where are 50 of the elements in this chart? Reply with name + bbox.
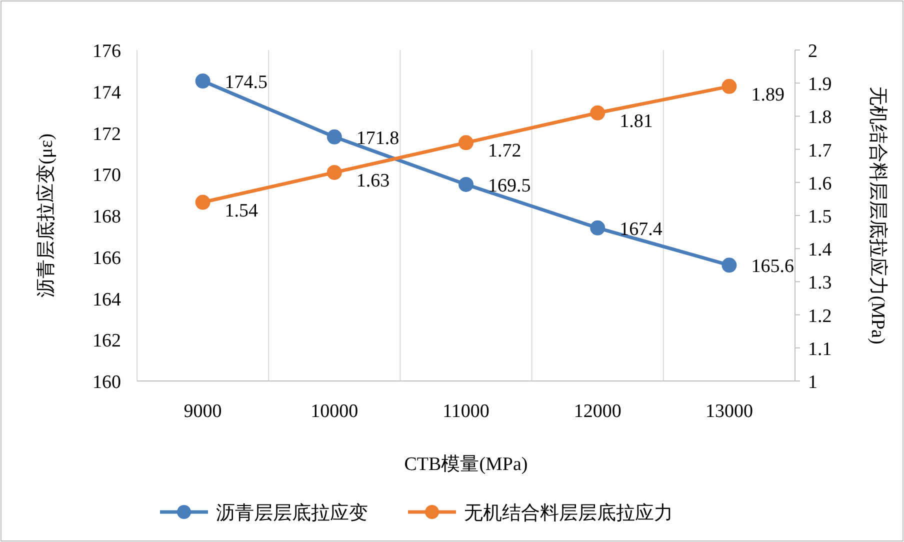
y-tick-label: 166 [92, 248, 121, 269]
point [590, 220, 606, 236]
legend-label: 沥青层层底拉应变 [216, 502, 368, 524]
x-tick-label: 11000 [442, 401, 490, 422]
y2-tick-label: 1.3 [808, 272, 832, 294]
data-label: 1.54 [224, 200, 259, 222]
y2-tick-label: 1.5 [808, 206, 832, 228]
y2-tick-label: 1 [808, 372, 818, 393]
y2-tick-label: 1.1 [808, 338, 832, 360]
x-tick-label: 9000 [184, 401, 222, 422]
y-tick-label: 176 [92, 41, 121, 62]
y2-tick-label: 1.2 [808, 306, 832, 327]
data-label: 169.5 [488, 175, 531, 196]
data-label: 167.4 [620, 218, 663, 240]
y2-tick-label: 1.7 [808, 140, 832, 162]
y2-tick-label: 1.6 [808, 173, 832, 194]
y2-tick-label: 2 [808, 41, 818, 62]
y2-tick-label: 1.9 [808, 74, 832, 96]
y-tick-label: 170 [92, 165, 121, 186]
data-label: 1.72 [488, 140, 522, 162]
y-tick-label: 168 [92, 206, 121, 228]
y-tick-label: 162 [92, 330, 121, 352]
data-label: 1.89 [751, 84, 784, 106]
point [195, 74, 210, 89]
data-label: 1.63 [356, 170, 390, 192]
x-tick-label: 12000 [574, 401, 622, 422]
point [326, 129, 342, 144]
y-tick-label: 164 [92, 289, 122, 310]
point [458, 135, 474, 150]
y2-axis-title: 无机结合料层层底拉应力(MPa) [867, 86, 889, 344]
point [722, 78, 737, 94]
y2-tick-label: 1.4 [808, 240, 832, 261]
point [722, 258, 737, 273]
data-label: 1.81 [620, 110, 653, 132]
x-axis-title: CTB模量(MPa) [404, 454, 528, 475]
data-label: 165.6 [751, 256, 794, 278]
y-tick-label: 172 [92, 124, 121, 145]
data-label: 171.8 [356, 128, 400, 149]
x-tick-label: 10000 [310, 401, 358, 422]
point [458, 176, 474, 192]
x-tick-label: 13000 [705, 401, 753, 422]
point [195, 194, 210, 210]
y2-tick-label: 1.8 [808, 107, 832, 128]
point [326, 164, 342, 180]
y-tick-label: 160 [92, 372, 121, 393]
point [590, 105, 606, 120]
data-label: 174.5 [224, 72, 268, 94]
y-tick-label: 174 [92, 82, 122, 104]
y-axis-title: 沥青层底拉应变(με) [35, 134, 57, 298]
legend-label: 无机结合料层层底拉应力 [464, 502, 673, 524]
